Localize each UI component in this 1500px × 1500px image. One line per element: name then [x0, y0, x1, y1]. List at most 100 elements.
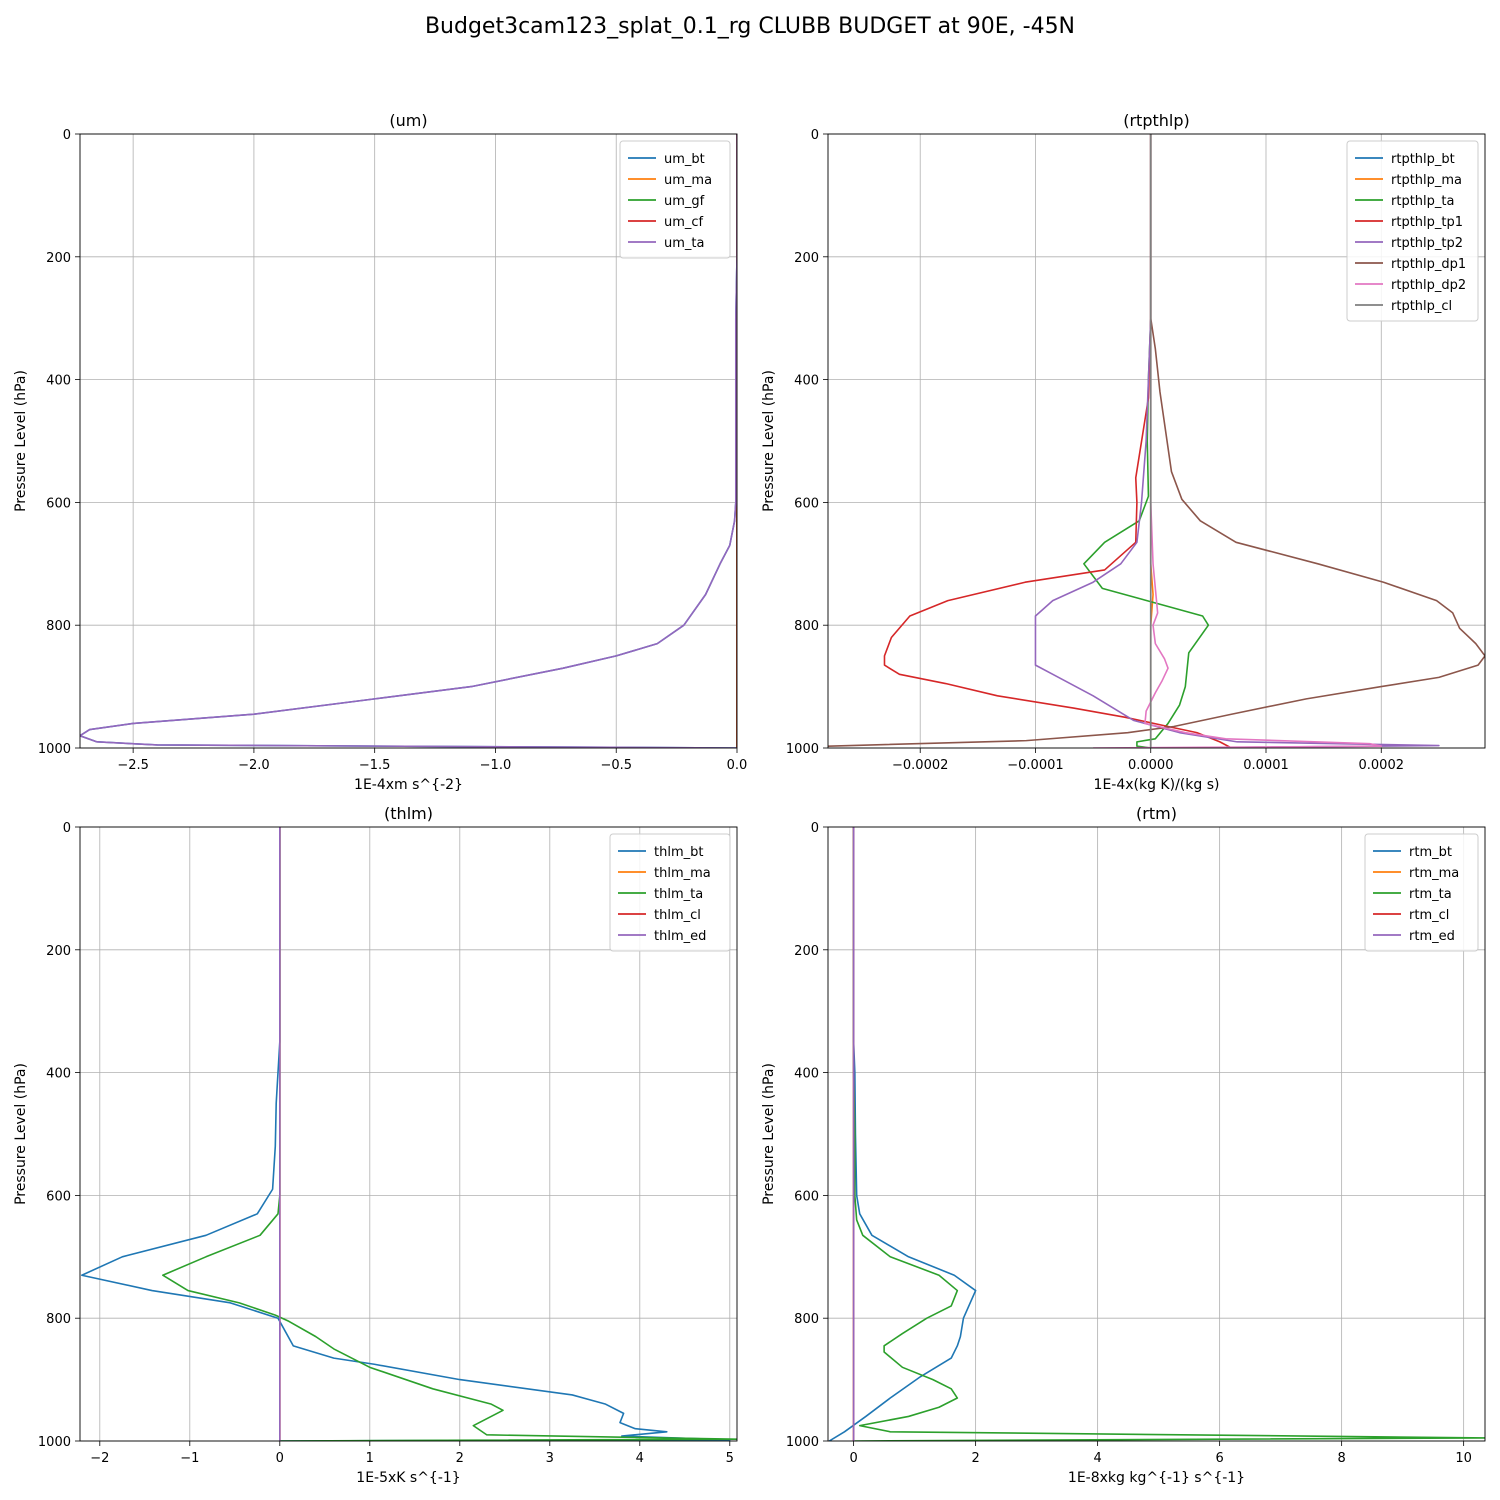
legend-box: [609, 833, 731, 952]
x-axis-label: 1E-8xkg kg^{-1} s^{-1}: [1068, 1470, 1245, 1486]
legend-label: rtm_ta: [1409, 887, 1452, 902]
subplot-3: 0 2 4 6 8 10 0 200 400 600 800 1000 (rtm) 1E-8xkg kg^…: [761, 804, 1486, 1486]
x-axis-label: 1E-5xK s^{-1}: [356, 1470, 460, 1486]
y-tick-label: 200: [794, 944, 819, 959]
series-line-um_ta: [80, 134, 737, 748]
axes-frame: [827, 826, 1486, 1442]
legend-label: um_cf: [664, 215, 704, 230]
legend-label: rtm_ed: [1409, 929, 1455, 944]
series-line-rtpthlp_dp2: [1093, 134, 1383, 748]
y-tick-label: 0: [63, 128, 71, 143]
legend-label: rtpthlp_dp2: [1391, 278, 1466, 293]
legend-label: rtm_cl: [1409, 908, 1449, 923]
series-line-rtpthlp_ta: [1083, 134, 1210, 748]
y-tick-label: 200: [46, 251, 71, 266]
legend-label: rtm_bt: [1409, 845, 1452, 860]
series-line-rtpthlp_dp1: [828, 134, 1485, 747]
y-tick-label: 400: [794, 374, 819, 389]
x-tick-label: 0: [276, 1451, 284, 1466]
x-tick-label: 0: [849, 1451, 857, 1466]
series-line-rtpthlp_tp2: [1034, 134, 1440, 748]
x-tick-label: −0.5: [600, 758, 632, 773]
x-tick-label: 2: [456, 1451, 464, 1466]
legend-label: thlm_ma: [654, 866, 711, 881]
legend-label: rtm_ma: [1409, 866, 1459, 881]
y-tick-label: 200: [46, 944, 71, 959]
legend-box: [1346, 140, 1479, 322]
x-tick-label: −2: [90, 1451, 109, 1466]
x-axis-label: 1E-4xm s^{-2}: [354, 777, 463, 793]
series-line-rtpthlp_tp1: [883, 134, 1232, 748]
series-group: [80, 134, 737, 748]
legend-label: um_ma: [664, 173, 712, 188]
legend-label: thlm_bt: [654, 845, 703, 860]
y-tick-label: 600: [794, 496, 819, 511]
x-tick-label: 3: [546, 1451, 554, 1466]
y-tick-label: 600: [46, 1189, 71, 1204]
y-tick-label: 1000: [38, 742, 71, 757]
x-tick-label: 2: [971, 1451, 979, 1466]
x-tick-label: −0.0001: [1007, 758, 1063, 773]
y-tick-label: 0: [811, 821, 819, 836]
x-tick-label: 0.0: [727, 758, 748, 773]
legend-label: rtpthlp_bt: [1391, 152, 1455, 167]
axes-frame: [79, 826, 738, 1442]
legend-label: rtpthlp_dp1: [1391, 257, 1466, 272]
axes-frame: [79, 133, 738, 749]
y-tick-label: 600: [794, 1189, 819, 1204]
legend-label: rtpthlp_ma: [1391, 173, 1462, 188]
x-tick-label: 0.0002: [1359, 758, 1405, 773]
legend-label: thlm_ta: [654, 887, 703, 902]
series-line-rtm_ta: [852, 827, 1485, 1441]
y-tick-label: 1000: [786, 1435, 819, 1450]
y-tick-label: 0: [811, 128, 819, 143]
series-group: [828, 827, 1485, 1441]
y-axis-label: Pressure Level (hPa): [761, 370, 777, 512]
subplot-2: −2 −1 0 1 2 3 4 5 0 200 400 600 800 1000 (thlm) 1E-5xK …: [13, 804, 738, 1486]
x-tick-label: 4: [636, 1451, 644, 1466]
x-axis-label: 1E-4x(kg K)/(kg s): [1094, 777, 1220, 793]
legend: rtm_bt rtm_ma rtm_ta rtm_cl rtm_ed: [1364, 833, 1479, 952]
figure-title: Budget3cam123_splat_0.1_rg CLUBB BUDGET …: [424, 14, 1076, 39]
legend: um_bt um_ma um_gf um_cf um_ta: [619, 140, 731, 259]
y-axis-label: Pressure Level (hPa): [761, 1063, 777, 1205]
y-tick-label: 0: [63, 821, 71, 836]
x-tick-label: −2.5: [117, 758, 149, 773]
x-tick-label: 0.0000: [1128, 758, 1174, 773]
subplot-0: −2.5 −2.0 −1.5 −1.0 −0.5 0.0 0 200 400 600 800 1000…: [13, 111, 747, 793]
y-tick-label: 800: [794, 619, 819, 634]
series-group: [828, 134, 1485, 748]
series-line-rtm_bt: [828, 827, 977, 1441]
y-tick-label: 1000: [786, 742, 819, 757]
legend-label: um_gf: [664, 194, 705, 209]
x-tick-label: 6: [1215, 1451, 1223, 1466]
legend-label: rtpthlp_cl: [1391, 299, 1452, 314]
y-tick-label: 800: [46, 619, 71, 634]
x-tick-label: −0.0002: [892, 758, 948, 773]
legend-label: um_ta: [664, 236, 704, 251]
legend-label: um_bt: [664, 152, 705, 167]
subplot-title: (rtpthlp): [1123, 111, 1190, 130]
x-tick-label: 10: [1455, 1451, 1472, 1466]
x-tick-label: 5: [726, 1451, 734, 1466]
legend-label: rtpthlp_tp1: [1391, 215, 1463, 230]
subplot-1: −0.0002 −0.0001 0.0000 0.0001 0.0002 0 200 400 6…: [761, 111, 1486, 793]
x-tick-label: −1.0: [480, 758, 512, 773]
series-line-thlm_bt: [81, 827, 731, 1441]
y-tick-label: 1000: [38, 1435, 71, 1450]
x-tick-label: 0.0001: [1243, 758, 1289, 773]
x-tick-label: 4: [1093, 1451, 1101, 1466]
y-axis-label: Pressure Level (hPa): [13, 1063, 29, 1205]
legend-label: rtpthlp_tp2: [1391, 236, 1463, 251]
legend-label: rtpthlp_ta: [1391, 194, 1454, 209]
y-tick-label: 400: [46, 374, 71, 389]
x-tick-label: −1: [180, 1451, 199, 1466]
y-tick-label: 800: [46, 1312, 71, 1327]
legend-label: thlm_cl: [654, 908, 701, 923]
legend-box: [1364, 833, 1479, 952]
subplot-title: (thlm): [384, 804, 433, 823]
x-tick-label: −2.0: [238, 758, 270, 773]
y-tick-label: 400: [46, 1067, 71, 1082]
subplot-title: (rtm): [1136, 804, 1177, 823]
